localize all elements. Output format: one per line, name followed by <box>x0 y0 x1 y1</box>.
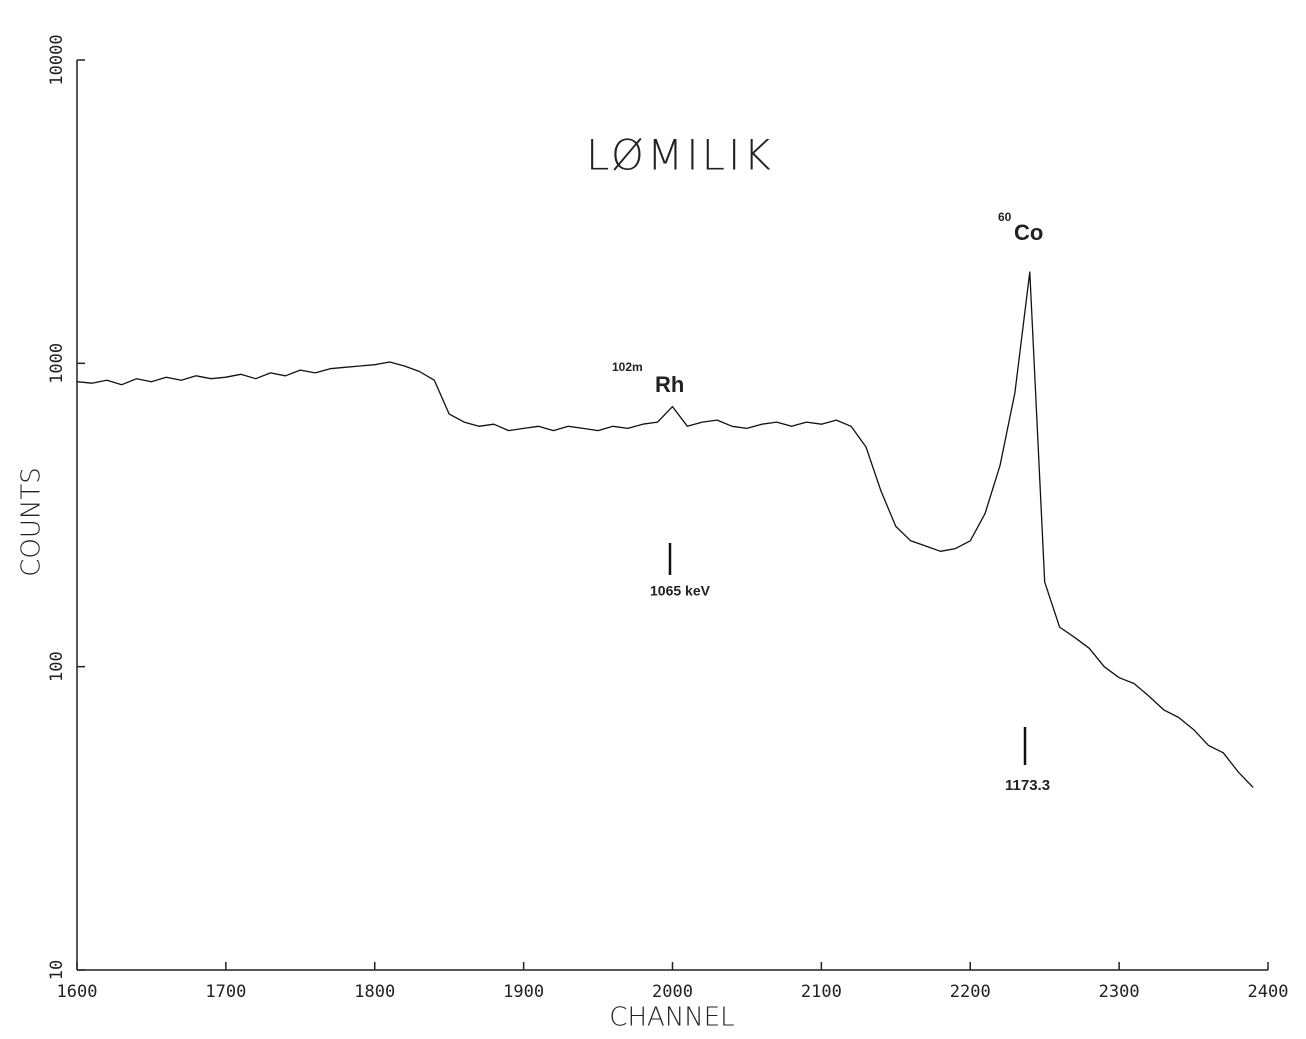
x-tick-label: 1900 <box>503 982 544 1002</box>
y-tick-label: 10000 <box>47 34 67 85</box>
y-tick-label: 100 <box>47 651 67 682</box>
x-tick-label: 1700 <box>205 982 246 1002</box>
annotation: 60 Co <box>998 210 1043 245</box>
annotation: 102m Rh <box>612 360 684 397</box>
x-tick-label: 2100 <box>801 982 842 1002</box>
spectrum-line <box>76 271 1254 788</box>
y-tick-label: 1000 <box>47 343 67 384</box>
x-tick-label: 2000 <box>652 982 693 1002</box>
x-tick-label: 2400 <box>1248 982 1289 1002</box>
x-tick-label: 2200 <box>950 982 991 1002</box>
y-tick-label: 10 <box>47 960 67 980</box>
chart-title: LØMILIK <box>586 131 774 180</box>
x-tick-label: 2300 <box>1099 982 1140 1002</box>
x-tick-label: 1800 <box>354 982 395 1002</box>
annotation-text: Co <box>1014 220 1043 245</box>
annotation-text: Rh <box>655 372 684 397</box>
annotation-sup: 102m <box>612 360 643 374</box>
y-axis-label: COUNTS <box>17 467 47 576</box>
annotation-sup: 60 <box>998 210 1012 224</box>
annotation-text: 1173.3 <box>1005 777 1050 794</box>
annotation-text: 1065 keV <box>650 583 711 599</box>
x-tick-label: 1600 <box>57 982 98 1002</box>
x-axis-label: CHANNEL <box>609 1003 734 1033</box>
